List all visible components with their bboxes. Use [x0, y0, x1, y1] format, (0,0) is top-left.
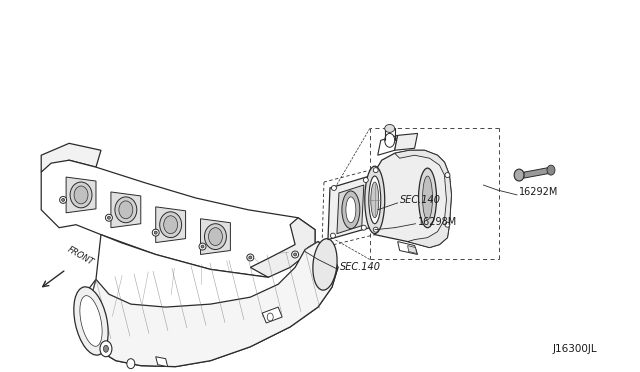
Text: 16292M: 16292M — [519, 187, 559, 197]
Text: SEC.140: SEC.140 — [340, 262, 381, 272]
Ellipse shape — [330, 233, 335, 238]
Ellipse shape — [373, 168, 378, 173]
Ellipse shape — [313, 239, 337, 290]
Text: FRONT: FRONT — [66, 245, 95, 267]
Polygon shape — [250, 218, 315, 277]
Ellipse shape — [419, 168, 436, 228]
Ellipse shape — [362, 225, 366, 230]
Ellipse shape — [514, 169, 524, 181]
Ellipse shape — [445, 222, 450, 227]
Ellipse shape — [385, 125, 395, 132]
Polygon shape — [262, 307, 282, 323]
Ellipse shape — [74, 287, 108, 355]
Ellipse shape — [70, 182, 92, 208]
Polygon shape — [395, 150, 451, 247]
Ellipse shape — [292, 251, 299, 258]
Ellipse shape — [346, 197, 356, 223]
Polygon shape — [66, 177, 96, 213]
Polygon shape — [156, 357, 168, 367]
Ellipse shape — [127, 359, 135, 369]
Polygon shape — [81, 235, 338, 367]
Ellipse shape — [445, 173, 450, 177]
Ellipse shape — [332, 186, 337, 190]
Polygon shape — [41, 143, 101, 172]
Ellipse shape — [115, 197, 137, 223]
Ellipse shape — [160, 212, 182, 238]
Ellipse shape — [201, 245, 204, 248]
Ellipse shape — [249, 256, 252, 259]
Ellipse shape — [199, 243, 206, 250]
Polygon shape — [156, 207, 186, 243]
Polygon shape — [378, 135, 397, 155]
Ellipse shape — [154, 231, 157, 234]
Text: 16298M: 16298M — [417, 217, 457, 227]
Ellipse shape — [342, 191, 360, 229]
Polygon shape — [397, 241, 417, 254]
Ellipse shape — [422, 176, 433, 220]
Polygon shape — [328, 175, 372, 240]
Ellipse shape — [106, 214, 113, 221]
Ellipse shape — [373, 227, 378, 232]
Ellipse shape — [100, 341, 112, 357]
Ellipse shape — [152, 229, 159, 236]
Ellipse shape — [365, 166, 385, 234]
Polygon shape — [111, 192, 141, 228]
Polygon shape — [372, 150, 451, 247]
Polygon shape — [200, 219, 230, 254]
Ellipse shape — [60, 196, 67, 203]
Ellipse shape — [104, 345, 108, 352]
Ellipse shape — [294, 253, 296, 256]
Ellipse shape — [209, 228, 223, 246]
Ellipse shape — [80, 296, 102, 346]
Ellipse shape — [364, 177, 368, 183]
Ellipse shape — [119, 201, 133, 219]
Ellipse shape — [371, 182, 379, 218]
Ellipse shape — [205, 224, 227, 250]
Polygon shape — [83, 241, 338, 367]
Ellipse shape — [369, 176, 381, 224]
Ellipse shape — [61, 198, 65, 201]
Ellipse shape — [108, 216, 111, 219]
Ellipse shape — [385, 134, 395, 147]
Ellipse shape — [547, 165, 555, 175]
Polygon shape — [395, 134, 417, 150]
Text: J16300JL: J16300JL — [552, 344, 596, 354]
Ellipse shape — [164, 216, 178, 234]
Ellipse shape — [268, 313, 273, 321]
Polygon shape — [41, 160, 315, 277]
Polygon shape — [408, 246, 417, 253]
Ellipse shape — [247, 254, 254, 261]
Polygon shape — [524, 167, 551, 178]
Text: SEC.140: SEC.140 — [399, 195, 441, 205]
Ellipse shape — [74, 186, 88, 204]
Polygon shape — [337, 185, 364, 234]
